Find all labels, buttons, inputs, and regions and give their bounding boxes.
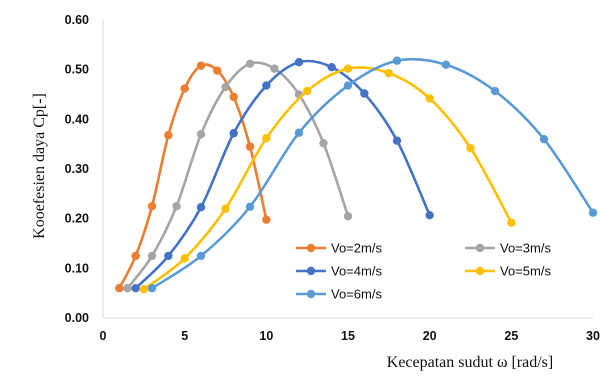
series-line [118,63,268,290]
legend-item: Vo=2m/s [296,241,382,256]
data-point [147,251,157,261]
data-point [164,251,173,261]
data-point [262,215,271,224]
x-tick-label: 20 [423,329,437,343]
y-tick-label: 0.40 [65,112,89,126]
y-tick-label: 0.60 [65,13,89,27]
data-point [196,251,206,261]
data-point [539,135,549,144]
data-point [196,130,206,139]
data-point [221,82,230,92]
legend-label: Vo=3m/s [500,241,551,256]
x-tick-label: 10 [259,329,273,343]
data-point [392,136,402,145]
y-tick-label: 0.10 [65,261,89,275]
legend-marker [475,266,485,276]
data-point [139,284,149,294]
data-point [384,68,394,78]
y-tick-label: 0.20 [65,212,89,226]
data-point [392,56,402,65]
data-point [588,208,598,217]
series-1 [115,61,271,293]
data-point [147,202,157,211]
data-point [245,202,255,211]
data-point [343,81,353,90]
legend-item: Vo=4m/s [296,264,382,279]
legend-label: Vo=2m/s [331,241,382,256]
data-point [196,203,206,212]
data-point [319,138,328,148]
data-point [131,284,140,293]
data-point [490,86,500,96]
series-line [126,61,350,290]
data-point [213,66,222,75]
legend-marker [475,243,485,253]
series-line [150,57,595,290]
data-point [245,59,255,68]
x-tick-label: 30 [586,329,600,343]
data-point [425,94,434,103]
data-point [302,86,312,96]
legend: Vo=2m/s Vo=3m/s Vo=4m/s Vo=5m/s Vo=6m/s [296,241,551,302]
data-point [294,58,304,67]
data-point [270,64,279,73]
x-tick-label: 5 [181,329,188,343]
series-5 [147,56,598,293]
legend-marker [306,289,316,299]
data-point [131,251,140,261]
data-point [196,61,206,70]
data-point [172,202,181,211]
data-point [180,84,189,93]
series-line [142,66,513,291]
data-point [425,210,434,220]
data-point [360,89,369,98]
legend-label: Vo=6m/s [331,287,382,302]
data-point [115,284,124,293]
x-tick-label: 25 [504,329,518,343]
data-point [327,62,336,72]
data-point [123,284,132,293]
data-point [294,128,304,137]
legend-item: Vo=6m/s [296,287,382,302]
y-tick-label: 0.50 [65,63,89,77]
legend-label: Vo=5m/s [500,264,551,279]
data-point [343,211,353,221]
data-point [164,131,173,140]
y-tick-label: 0.30 [65,162,89,176]
y-axis-title: Kooefesien daya Cp[-] [31,93,48,239]
y-tick-label: 0.00 [65,311,89,325]
series-line [134,59,431,290]
data-point [229,92,238,102]
series-3 [131,58,434,293]
legend-marker [306,266,316,276]
tick-labels: 0 5 10 15 20 25 30 0.00 0.10 0.20 0.30 0.40 0.50 0.60 [65,13,600,343]
series-2 [123,59,353,293]
data-point [343,64,353,73]
axes [102,20,593,319]
data-point [507,218,516,227]
series [115,56,598,294]
data-point [221,204,230,213]
legend-marker [306,243,316,253]
x-axis-title: Kecepatan sudut ω [rad/s] [387,354,553,371]
data-point [147,284,157,293]
x-tick-label: 0 [100,329,107,343]
series-4 [139,64,516,294]
data-point [180,254,189,263]
data-point [466,143,475,153]
data-point [245,142,255,151]
x-tick-label: 15 [341,329,355,343]
data-point [262,81,271,90]
data-point [262,134,271,143]
legend-item: Vo=5m/s [465,264,551,279]
legend-label: Vo=4m/s [331,264,382,279]
data-point [441,60,451,69]
legend-item: Vo=3m/s [465,241,551,256]
data-point [229,129,238,138]
